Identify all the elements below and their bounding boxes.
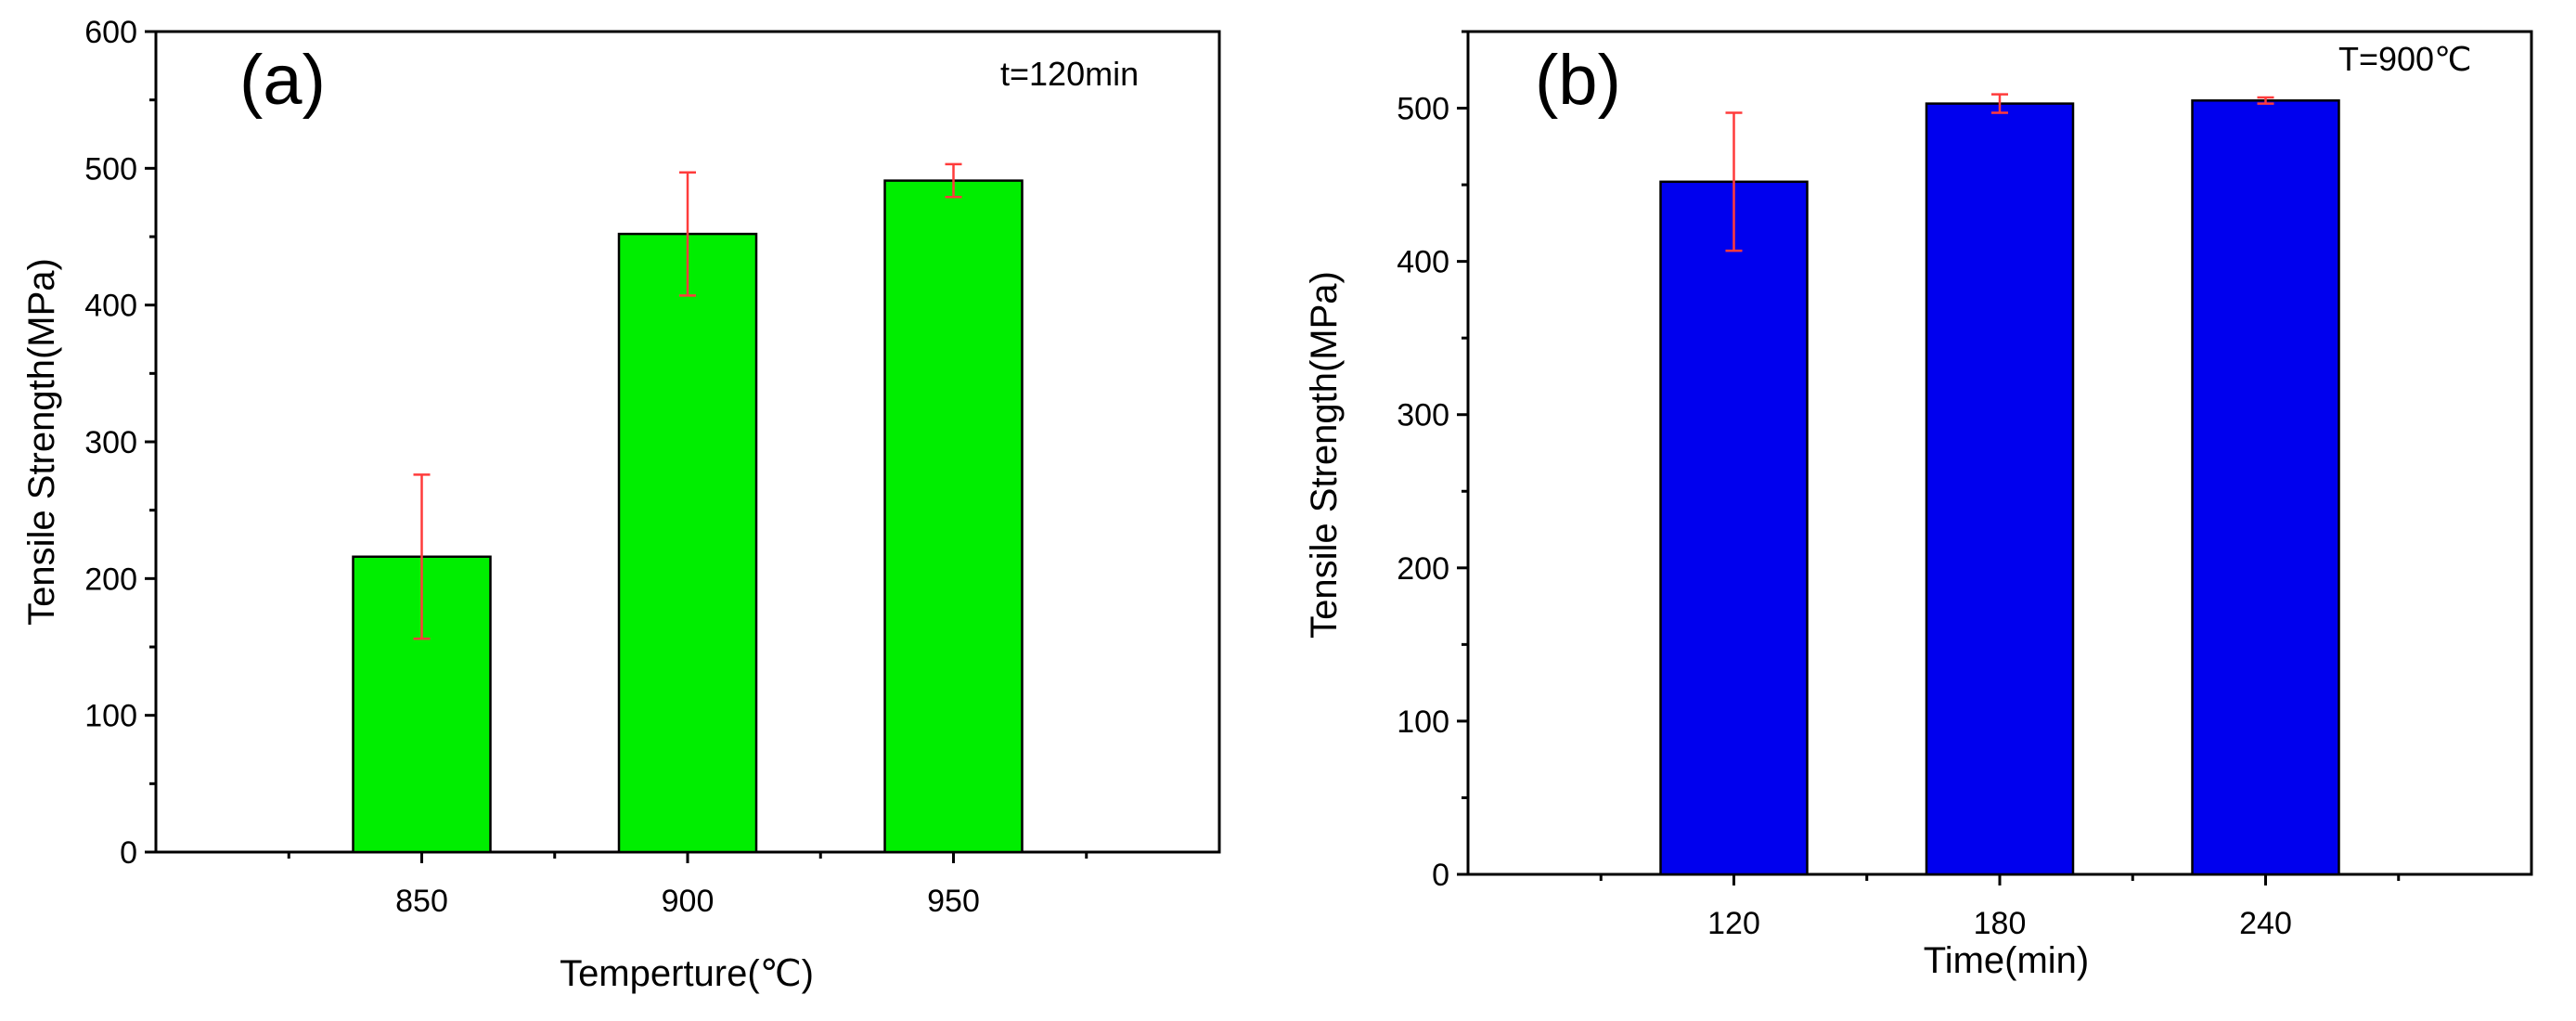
chart-panel-a: (a) t=120min Temperture(℃) Tensile Stren… <box>21 15 1221 994</box>
y-tick-label: 500 <box>84 151 137 187</box>
x-tick-label: 850 <box>395 884 448 919</box>
y-tick-label: 0 <box>120 835 137 871</box>
y-ticks: 0 100 200 300 400 500 600 <box>84 15 156 871</box>
y-tick-label: 300 <box>84 425 137 460</box>
panel-label: (b) <box>1535 41 1621 120</box>
y-tick-label: 100 <box>1397 704 1449 740</box>
y-tick-label: 300 <box>1397 398 1449 433</box>
chart-panel-b: (b) T=900℃ Time(min) Tensile Strength(MP… <box>1304 30 2533 981</box>
y-tick-label: 100 <box>84 699 137 734</box>
annotation-label: t=120min <box>1000 55 1139 93</box>
y-tick-label: 200 <box>84 562 137 597</box>
y-tick-label: 0 <box>1432 858 1449 893</box>
x-axis-label: Temperture(℃) <box>560 953 814 994</box>
y-tick-label: 200 <box>1397 551 1449 587</box>
bars: 850 900 950 <box>287 162 1088 919</box>
x-tick-label: 900 <box>662 884 715 919</box>
y-tick-label: 500 <box>1397 92 1449 127</box>
x-tick-label: 180 <box>1974 906 2027 941</box>
bar-950 <box>883 179 1024 854</box>
bar-240 <box>2191 99 2340 876</box>
panel-label: (a) <box>239 41 326 120</box>
x-axis-label: Time(min) <box>1924 940 2090 981</box>
x-tick-label: 950 <box>927 884 980 919</box>
y-axis-label: Tensile Strength(MPa) <box>1304 271 1345 639</box>
y-axis-label: Tensile Strength(MPa) <box>21 258 62 626</box>
y-ticks: 0 100 200 300 400 500 <box>1397 30 1468 893</box>
x-tick-label: 240 <box>2239 906 2292 941</box>
x-tick-label: 120 <box>1707 906 1760 941</box>
bar-900 <box>617 232 758 854</box>
y-tick-label: 400 <box>1397 245 1449 280</box>
y-tick-label: 400 <box>84 289 137 324</box>
annotation-label: T=900℃ <box>2338 40 2472 78</box>
bar-180 <box>1925 102 2075 876</box>
y-tick-label: 600 <box>84 15 137 50</box>
bars: 120 180 240 <box>1599 93 2401 941</box>
bar-120 <box>1659 180 1809 876</box>
